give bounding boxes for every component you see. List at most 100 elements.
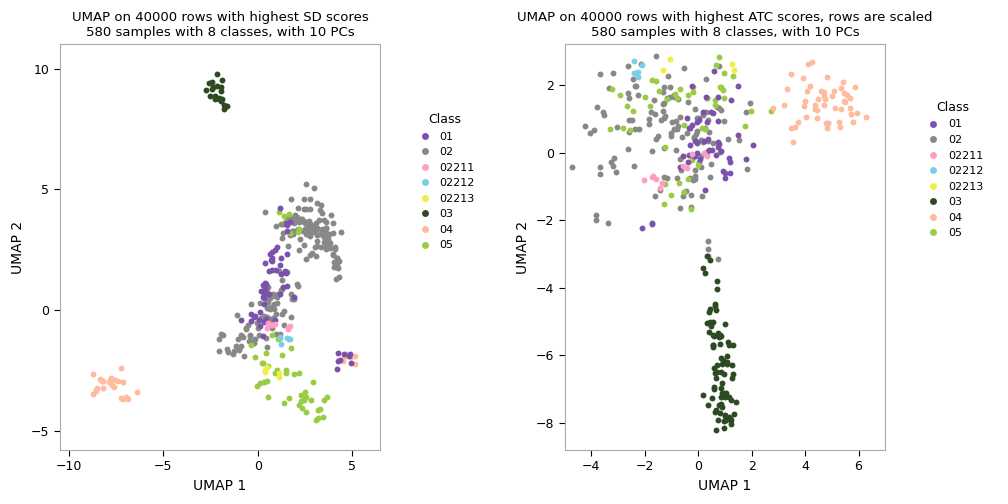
Point (296, 195, 312, 203)
Point (714, 403, 730, 411)
Point (695, 111, 711, 119)
Point (605, 162, 621, 170)
Point (592, 169, 608, 177)
Point (706, 364, 722, 372)
Point (712, 332, 728, 340)
Point (648, 174, 664, 182)
Point (316, 396, 332, 404)
Point (602, 125, 618, 134)
Point (712, 409, 728, 417)
Point (261, 250, 277, 258)
Point (717, 424, 733, 432)
Point (253, 287, 269, 295)
Point (700, 237, 716, 245)
Point (291, 235, 307, 243)
Point (267, 292, 283, 300)
Point (295, 226, 311, 234)
Point (708, 426, 724, 434)
Y-axis label: UMAP 2: UMAP 2 (516, 221, 530, 274)
Point (691, 114, 708, 122)
Point (644, 219, 660, 227)
Point (828, 104, 844, 112)
Point (343, 353, 359, 361)
Point (688, 117, 705, 125)
Point (297, 219, 313, 227)
Point (277, 219, 293, 227)
Point (330, 357, 346, 365)
Point (316, 231, 332, 239)
Point (702, 328, 718, 336)
Point (713, 368, 729, 376)
Point (683, 205, 700, 213)
X-axis label: UMAP 1: UMAP 1 (699, 479, 752, 493)
Point (601, 85, 617, 93)
Point (821, 119, 837, 127)
Point (264, 291, 280, 299)
Point (305, 228, 322, 236)
Point (692, 163, 709, 171)
Point (836, 97, 852, 105)
Point (256, 319, 272, 327)
Point (316, 228, 332, 236)
Point (798, 113, 814, 121)
Point (302, 251, 319, 259)
Point (714, 360, 730, 368)
Point (621, 129, 637, 137)
Point (282, 229, 298, 237)
Point (285, 227, 301, 235)
Point (705, 109, 721, 117)
Point (289, 280, 305, 288)
Point (108, 376, 124, 384)
Point (700, 148, 716, 156)
Point (724, 96, 740, 104)
Point (259, 394, 275, 402)
Point (252, 299, 268, 307)
Point (626, 57, 642, 66)
Point (688, 149, 705, 157)
Point (284, 295, 300, 303)
Point (102, 375, 118, 384)
Point (680, 151, 697, 159)
Point (711, 140, 727, 148)
Point (295, 217, 311, 225)
Point (307, 219, 324, 227)
Point (709, 151, 725, 159)
Point (327, 243, 343, 251)
Point (198, 86, 214, 94)
Legend: 01, 02, 02211, 02212, 02213, 03, 04, 05: 01, 02, 02211, 02212, 02213, 03, 04, 05 (412, 111, 478, 253)
Point (739, 164, 755, 172)
Point (710, 285, 726, 293)
Point (697, 125, 713, 134)
Point (263, 314, 279, 323)
Point (88, 386, 104, 394)
Point (708, 302, 724, 310)
Point (256, 289, 272, 297)
Point (316, 238, 332, 246)
Point (710, 255, 726, 263)
Point (692, 152, 709, 160)
Point (110, 377, 126, 385)
Point (246, 339, 262, 347)
Point (672, 155, 688, 163)
Point (233, 342, 249, 350)
Point (220, 348, 236, 356)
Point (291, 225, 307, 233)
Point (329, 254, 345, 262)
Point (289, 282, 305, 290)
Point (115, 395, 131, 403)
Point (842, 104, 858, 112)
Point (298, 230, 314, 238)
Point (228, 342, 244, 350)
Point (226, 347, 242, 355)
Point (682, 141, 699, 149)
Point (654, 88, 670, 96)
Point (783, 70, 799, 78)
Point (283, 195, 299, 203)
Point (785, 138, 801, 146)
Point (710, 277, 726, 285)
Point (703, 160, 719, 168)
Point (291, 246, 307, 254)
Point (675, 64, 691, 72)
Point (271, 333, 287, 341)
Point (714, 389, 730, 397)
